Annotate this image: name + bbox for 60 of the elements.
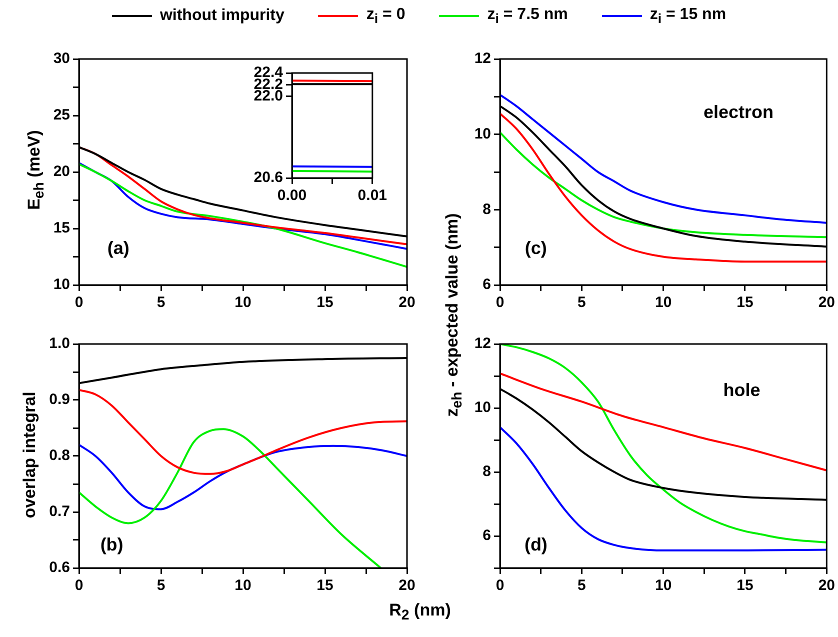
x-tick-label: 10 [234,294,252,312]
x-tick-label: 10 [234,577,252,594]
y-tick-label: 1.0 [49,335,70,352]
y-tick-label: 20.6 [254,169,283,186]
y-tick-label: 10 [53,276,70,294]
x-tick-label: 15 [316,577,334,594]
y-tick-label: 30 [53,50,70,68]
legend-label: z$_{i}$ = 15 nm [650,6,726,26]
y-tick-label: 8 [482,463,491,480]
x-tick-label: 15 [316,294,334,312]
y-tick-label: 12 [474,335,491,352]
y-tick-label: 20 [53,163,70,180]
x-tick-label: 10 [654,294,672,312]
legend-label: z$_{i}$ = 7.5 nm [487,6,568,26]
line-series [79,444,407,510]
x-tick-label: 5 [156,294,166,312]
y-tick-label: 0.8 [49,447,70,464]
y-axis-title: overlap integral [20,392,40,518]
annotation: (b) [100,534,124,555]
x-tick-label: 15 [736,294,754,312]
x-tick-label: 10 [654,577,672,594]
line-series [79,388,407,475]
x-tick-label: 0.01 [358,187,388,204]
line-series [79,163,407,268]
y-tick-label: 10 [474,399,491,416]
x-tick-label: 0.00 [277,187,307,204]
y-tick-label: 6 [482,276,491,294]
annotation: (a) [107,238,130,258]
x-tick-label: 0 [496,294,504,312]
y-tick-label: 6 [482,527,491,544]
line-series [79,428,382,568]
annotation: (c) [524,238,547,258]
x-tick-label: 5 [156,577,166,594]
line-series [500,372,827,472]
x-tick-label: 20 [818,577,835,594]
y-tick-label: 25 [53,106,70,124]
x-tick-label: 20 [398,577,416,594]
legend-label: z$_{i}$ = 0 [366,6,406,26]
y-tick-label: 12 [474,50,491,68]
annotation: (d) [524,534,548,555]
y-tick-label: 0.7 [49,503,70,520]
y-tick-label: 15 [53,220,70,237]
x-tick-label: 0 [74,577,84,594]
annotation: hole [723,380,760,400]
x-axis-title: R$_{2}$ (nm) [389,600,451,624]
x-tick-label: 0 [74,294,84,312]
x-tick-label: 15 [736,577,754,594]
line-series [500,94,827,224]
y-tick-label: 10 [474,125,491,142]
legend-label: without impurity [160,7,284,26]
x-tick-label: 0 [496,577,504,594]
x-tick-label: 5 [577,577,586,594]
x-tick-label: 20 [818,294,835,312]
annotation: electron [703,102,774,122]
y-tick-label: 0.6 [49,559,70,576]
y-tick-label: 0.9 [49,391,70,408]
x-tick-label: 5 [577,294,586,312]
y-tick-label: 8 [482,200,491,218]
x-tick-label: 20 [398,294,416,312]
line-series [500,131,827,238]
